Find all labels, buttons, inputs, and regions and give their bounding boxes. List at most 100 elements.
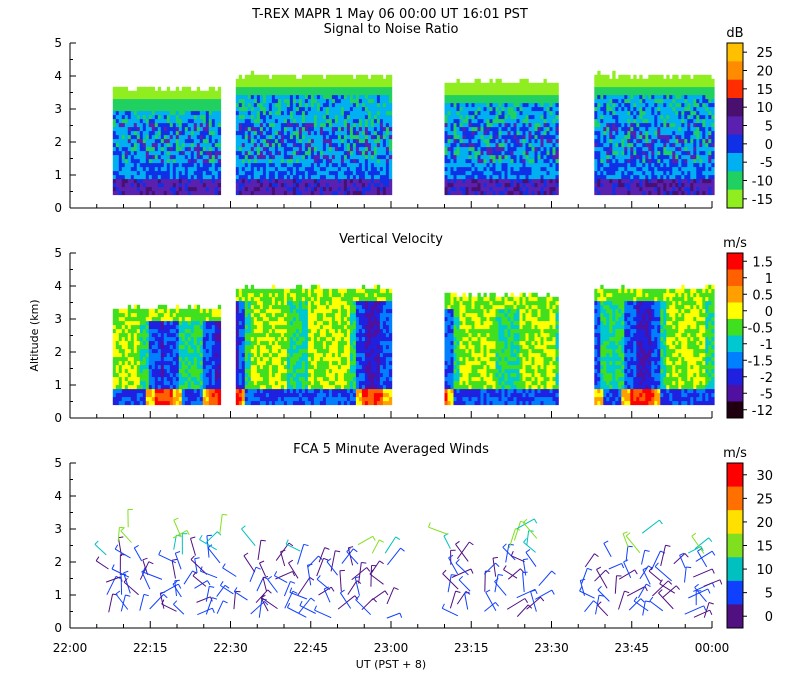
heatmap-cell xyxy=(271,102,276,108)
heatmap-cell xyxy=(292,98,297,104)
heatmap-cell xyxy=(112,388,117,394)
heatmap-cell xyxy=(280,186,285,192)
heatmap-cell xyxy=(600,182,604,188)
heatmap-cell xyxy=(379,154,384,160)
heatmap-cell xyxy=(594,166,598,172)
heatmap-cell xyxy=(546,130,550,136)
heatmap-cell xyxy=(444,118,448,124)
heatmap-cell xyxy=(450,158,454,164)
heatmap-cell xyxy=(495,150,499,156)
heatmap-cell xyxy=(522,170,526,176)
heatmap-cell xyxy=(211,190,216,196)
heatmap-cell xyxy=(555,82,559,88)
heatmap-cell xyxy=(193,118,198,124)
heatmap-cell xyxy=(459,82,463,88)
heatmap-cell xyxy=(271,150,276,156)
heatmap-cell xyxy=(492,98,496,104)
heatmap-cell xyxy=(193,90,198,96)
heatmap-cell xyxy=(121,182,126,188)
heatmap-cell xyxy=(193,110,198,116)
heatmap-cell xyxy=(624,186,628,192)
heatmap-cell xyxy=(139,130,144,136)
heatmap-cell xyxy=(367,90,372,96)
heatmap-cell xyxy=(702,78,706,84)
heatmap-cell xyxy=(477,122,481,128)
heatmap-cell xyxy=(154,134,159,140)
heatmap-cell xyxy=(118,344,123,350)
heatmap-cell xyxy=(127,150,132,156)
heatmap-cell xyxy=(121,348,126,354)
heatmap-cell xyxy=(316,86,321,92)
heatmap-cell xyxy=(648,94,652,100)
heatmap-cell xyxy=(621,94,625,100)
heatmap-cell xyxy=(337,78,342,84)
heatmap-cell xyxy=(657,102,661,108)
heatmap-cell xyxy=(525,110,529,116)
heatmap-cell xyxy=(612,166,616,172)
heatmap-cell xyxy=(295,146,300,152)
heatmap-cell xyxy=(612,86,616,92)
heatmap-cell xyxy=(343,122,348,128)
heatmap-cell xyxy=(181,106,186,112)
heatmap-cell xyxy=(456,138,460,144)
heatmap-cell xyxy=(447,190,451,196)
heatmap-cell xyxy=(474,82,478,88)
heatmap-cell xyxy=(181,186,186,192)
heatmap-cell xyxy=(507,90,511,96)
heatmap-cell xyxy=(660,142,664,148)
heatmap-cell xyxy=(286,78,291,84)
heatmap-cell xyxy=(471,90,475,96)
heatmap-cell xyxy=(618,170,622,176)
heatmap-cell xyxy=(334,158,339,164)
heatmap-cell xyxy=(549,138,553,144)
heatmap-cell xyxy=(199,190,204,196)
heatmap-cell xyxy=(253,90,258,96)
heatmap-cell xyxy=(528,110,532,116)
heatmap-cell xyxy=(286,118,291,124)
heatmap-cell xyxy=(250,142,255,148)
heatmap-cell xyxy=(328,178,333,184)
heatmap-cell xyxy=(130,98,135,104)
heatmap-cell xyxy=(259,186,264,192)
heatmap-cell xyxy=(480,94,484,100)
heatmap-cell xyxy=(603,178,607,184)
heatmap-cell xyxy=(385,150,390,156)
heatmap-cell xyxy=(364,150,369,156)
heatmap-cell xyxy=(268,174,273,180)
heatmap-cell xyxy=(208,150,213,156)
heatmap-cell xyxy=(241,122,246,128)
heatmap-cell xyxy=(537,142,541,148)
heatmap-cell xyxy=(385,74,390,80)
heatmap-cell xyxy=(459,178,463,184)
heatmap-cell xyxy=(711,170,715,176)
heatmap-cell xyxy=(639,82,643,88)
heatmap-cell xyxy=(669,146,673,152)
heatmap-cell xyxy=(121,154,126,160)
heatmap-cell xyxy=(510,170,514,176)
heatmap-cell xyxy=(660,78,664,84)
heatmap-cell xyxy=(268,98,273,104)
heatmap-cell xyxy=(271,182,276,188)
heatmap-cell xyxy=(175,106,180,112)
heatmap-cell xyxy=(163,94,168,100)
heatmap-cell xyxy=(486,170,490,176)
heatmap-cell xyxy=(594,102,598,108)
heatmap-cell xyxy=(471,94,475,100)
heatmap-cell xyxy=(121,146,126,152)
heatmap-cell xyxy=(325,150,330,156)
heatmap-cell xyxy=(600,142,604,148)
heatmap-cell xyxy=(657,78,661,84)
heatmap-cell xyxy=(256,158,261,164)
heatmap-cell xyxy=(543,94,547,100)
heatmap-cell xyxy=(313,154,318,160)
heatmap-cell xyxy=(388,134,393,140)
heatmap-cell xyxy=(642,126,646,132)
heatmap-cell xyxy=(298,154,303,160)
heatmap-cell xyxy=(534,86,538,92)
heatmap-cell xyxy=(337,178,342,184)
heatmap-cell xyxy=(262,158,267,164)
heatmap-cell xyxy=(124,396,129,402)
heatmap-cell xyxy=(615,170,619,176)
heatmap-cell xyxy=(199,138,204,144)
colorbar-swatch xyxy=(727,43,743,62)
